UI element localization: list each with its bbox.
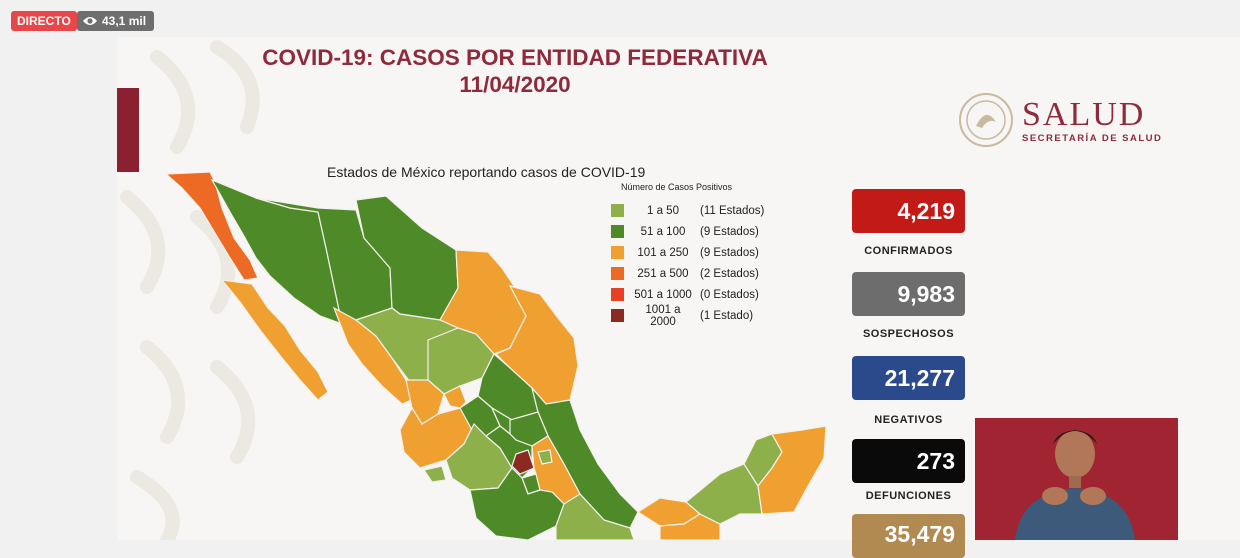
suspected-label: SOSPECHOSOS <box>862 328 955 340</box>
state-colima <box>423 465 447 483</box>
legend-range: 501 a 1000 <box>634 288 692 301</box>
legend-range: 101 a 250 <box>637 246 689 259</box>
viewer-count: 43,1 mil <box>77 11 155 31</box>
legend-item: 1 a 50 (11 Estados) <box>611 200 764 221</box>
deaths-value: 273 <box>852 439 965 483</box>
slide-title-date: 11/04/2020 <box>459 72 571 97</box>
confirmed-value: 4,219 <box>852 189 965 233</box>
legend-swatch <box>611 309 624 322</box>
salud-logo: SALUD SECRETARÍA DE SALUD <box>958 92 1162 148</box>
state-aguascalientes <box>443 385 467 409</box>
legend-swatch <box>611 204 624 217</box>
legend-swatch <box>611 288 624 301</box>
legend-range: 251 a 500 <box>637 267 689 280</box>
map-title: Estados de México reportando casos de CO… <box>327 164 646 180</box>
legend-item: 1001 a 2000 (1 Estado) <box>611 303 764 328</box>
legend-swatch <box>611 246 624 259</box>
legend-count: (2 Estados) <box>700 267 759 280</box>
legend-count: (1 Estado) <box>700 309 754 322</box>
legend-item: 101 a 250 (9 Estados) <box>611 242 764 263</box>
slide-title: COVID-19: CASOS POR ENTIDAD FEDERATIVA 1… <box>200 44 830 98</box>
logo-subtext: SECRETARÍA DE SALUD <box>1022 132 1163 144</box>
eye-icon <box>83 17 97 25</box>
legend-item: 51 a 100 (9 Estados) <box>611 221 764 242</box>
slide-title-main: COVID-19: CASOS POR ENTIDAD FEDERATIVA <box>262 45 768 70</box>
legend-range: 1001 a 2000 <box>645 303 681 328</box>
negative-value: 21,277 <box>852 356 965 400</box>
total-value: 35,479 <box>852 514 965 558</box>
legend-count: (9 Estados) <box>700 246 759 259</box>
legend-swatch <box>611 267 624 280</box>
legend-item: 501 a 1000 (0 Estados) <box>611 284 764 305</box>
live-badge: DIRECTO <box>11 11 77 31</box>
legend-swatch <box>611 225 624 238</box>
confirmed-label: CONFIRMADOS <box>864 245 953 257</box>
legend-item: 251 a 500 (2 Estados) <box>611 263 764 284</box>
legend-count: (0 Estados) <box>700 288 759 301</box>
decorative-pattern <box>120 40 260 540</box>
negative-label: NEGATIVOS <box>874 414 943 426</box>
state-guerrero <box>469 467 565 540</box>
mexico-map <box>164 171 827 540</box>
interpreter-figure <box>1015 430 1135 540</box>
suspected-value: 9,983 <box>852 272 965 316</box>
state-cdmx <box>511 449 535 475</box>
viewer-count-text: 43,1 mil <box>102 14 147 28</box>
state-quintana-roo <box>757 425 827 515</box>
state-tlaxcala <box>537 449 553 465</box>
deaths-label: DEFUNCIONES <box>865 490 952 502</box>
legend-count: (9 Estados) <box>700 225 759 238</box>
sign-language-interpreter <box>975 418 1178 540</box>
legend-heading: Número de Casos Positivos <box>621 182 733 192</box>
legend-count: (11 Estados) <box>700 204 765 217</box>
state-baja-california-sur <box>220 279 329 401</box>
state-oaxaca <box>555 493 635 540</box>
legend-range: 1 a 50 <box>647 204 679 217</box>
logo-text: SALUD <box>1022 95 1146 133</box>
accent-bar <box>117 88 139 172</box>
national-seal-icon <box>959 93 1013 147</box>
map-legend: Número de Casos Positivos 1 a 50 (11 Est… <box>611 182 764 328</box>
legend-range: 51 a 100 <box>640 225 686 238</box>
